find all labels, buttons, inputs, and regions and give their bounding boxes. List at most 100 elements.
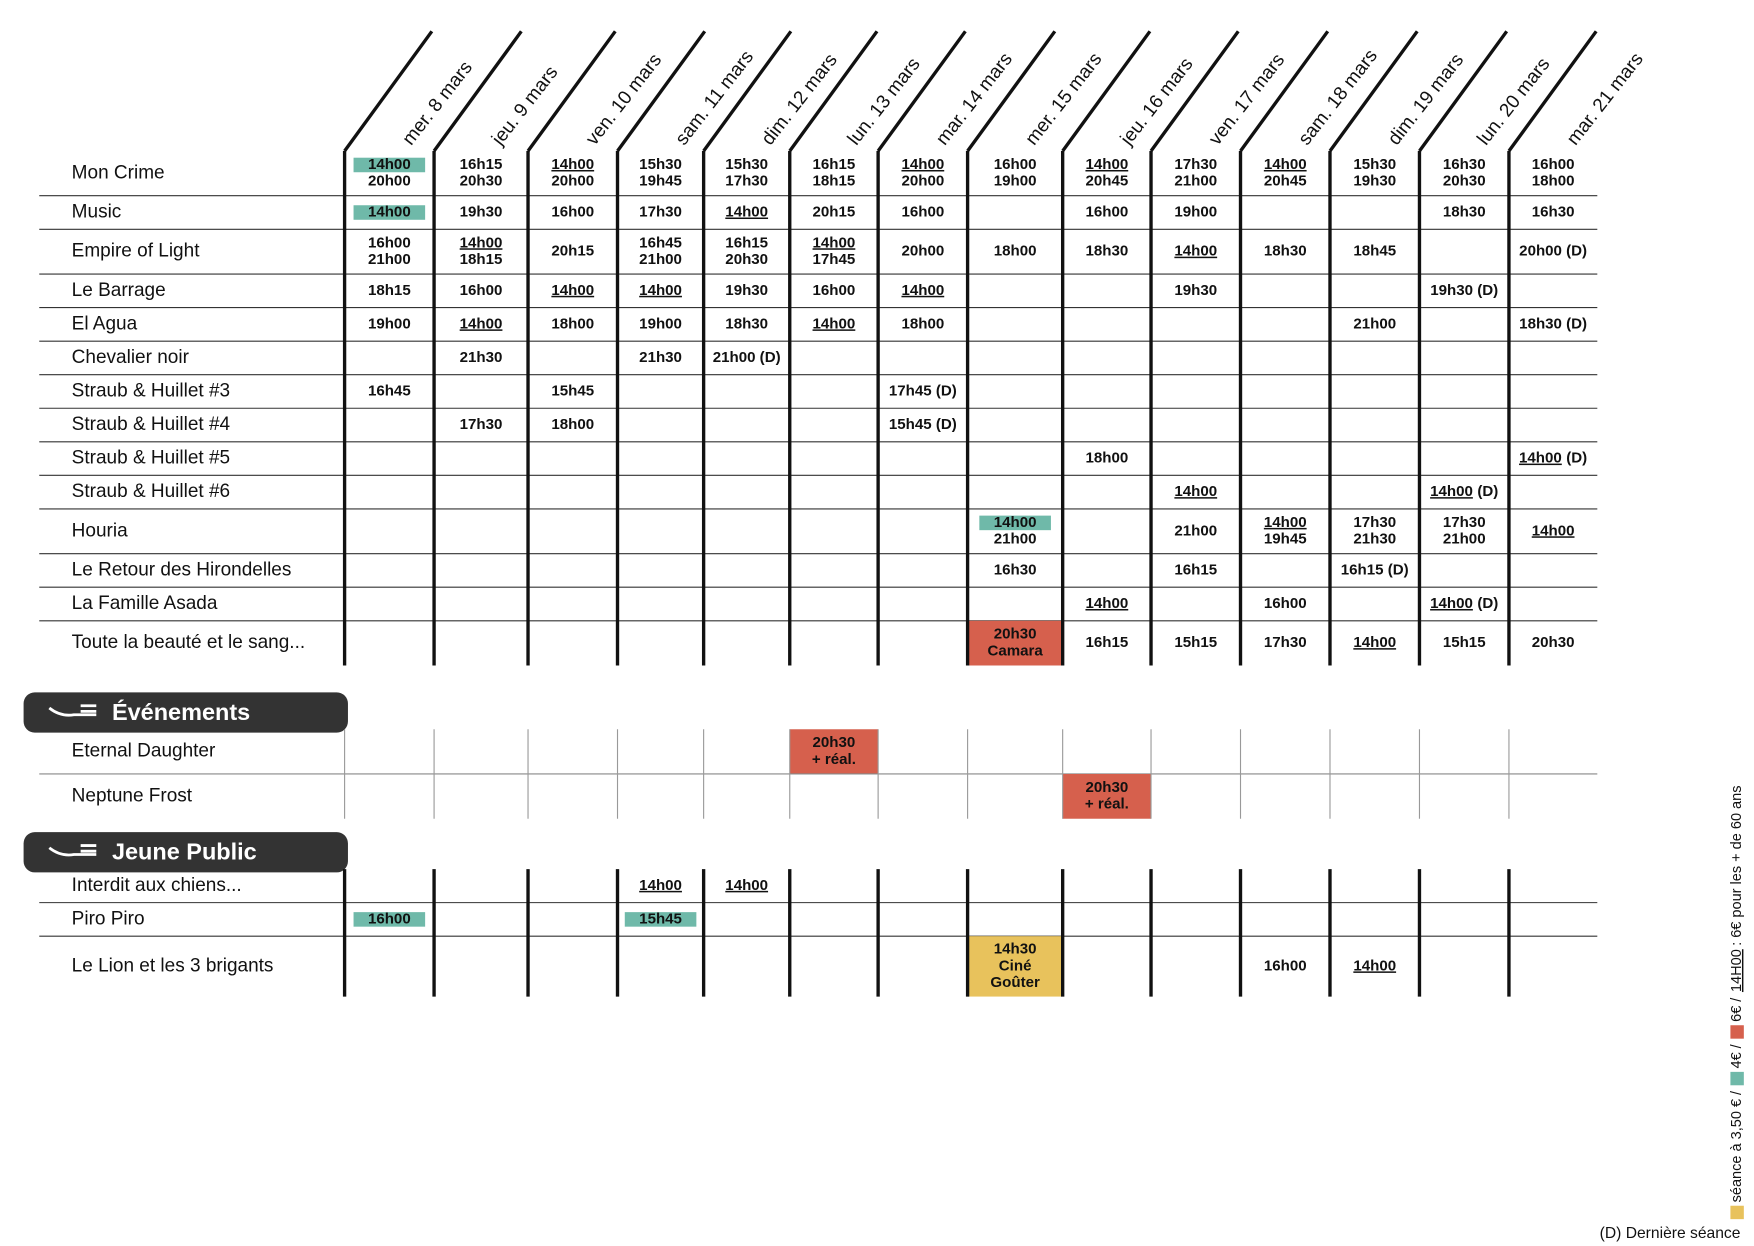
legend-text: 14H00 [1729, 949, 1745, 992]
time: 14h00 [813, 234, 856, 251]
showtime: 21h00 [1174, 522, 1217, 539]
header-diagonal [1507, 30, 1598, 152]
time: 14h00 [1174, 483, 1217, 500]
time: 14h00 [1430, 595, 1473, 612]
event-box [967, 936, 1063, 997]
showtime: 16h00 [1085, 203, 1128, 220]
showtime: 14h00 [901, 156, 944, 173]
showtime: 18h00 [1085, 450, 1128, 467]
legend-text: 4€ / [1729, 1043, 1745, 1068]
showtime: 17h30 [1174, 156, 1217, 173]
showtime: 14h00 [725, 203, 768, 220]
film-name: El Agua [72, 313, 138, 334]
showtime: 14h00 [813, 315, 856, 332]
header-diagonal [432, 30, 523, 152]
event-box [1062, 773, 1152, 819]
legend-text: 6€ / [1729, 997, 1745, 1022]
showtime: 14h00 [1085, 595, 1128, 612]
showtime: 16h00 [994, 156, 1037, 173]
header-diagonal [343, 30, 434, 152]
film-name: Straub & Huillet #6 [72, 481, 230, 502]
showtime: 14h00 (D) [1430, 483, 1498, 500]
time: 14h00 [901, 156, 944, 173]
time: 14h00 [901, 282, 944, 299]
day-label: jeu. 9 mars [487, 62, 562, 150]
showtime: 16h00 [368, 910, 411, 927]
section-icon [48, 844, 97, 857]
film-name: La Famille Asada [72, 593, 218, 614]
showtime: 19h00 [639, 315, 682, 332]
event-box [789, 729, 879, 774]
time: 14h00 [551, 156, 594, 173]
showtime: 18h30 [1264, 243, 1307, 260]
header-diagonal [1328, 30, 1419, 152]
showtime: 17h45 [813, 251, 856, 268]
showtime: 16h00 [460, 282, 503, 299]
showtime: 14h00 [901, 282, 944, 299]
showtime: 17h30 [1353, 514, 1396, 531]
event-text: 14h30 [994, 941, 1037, 958]
time: 14h00 [1353, 957, 1396, 974]
reduced-highlight [353, 157, 426, 173]
day-label: lun. 20 mars [1473, 54, 1554, 149]
showtime: 19h00 [1174, 203, 1217, 220]
showtime: 14h00 [639, 877, 682, 894]
film-name: Houria [72, 520, 128, 541]
event-text: + réal. [1085, 796, 1129, 813]
showtime: 21h00 (D) [713, 349, 781, 366]
header-diagonal [1149, 30, 1240, 152]
time: 14h00 [368, 156, 411, 173]
time: 14h00 [368, 203, 411, 220]
film-name: Interdit aux chiens... [72, 875, 242, 896]
header-diagonal [526, 30, 617, 152]
film-name: Eternal Daughter [72, 741, 216, 762]
showtime: 14h00 [1532, 522, 1575, 539]
event-text: Goûter [990, 974, 1040, 991]
time: 14h00 [1532, 522, 1575, 539]
showtime: 14h00 (D) [1430, 595, 1498, 612]
showtime: 16h15 (D) [1341, 561, 1409, 578]
showtime: 14h00 [368, 203, 411, 220]
showtime: 14h00 [813, 234, 856, 251]
film-name: Straub & Huillet #3 [72, 380, 230, 401]
showtime: 20h30 [1443, 173, 1486, 190]
time: 14h00 [1174, 243, 1217, 260]
note: (D) Dernière séance [1600, 1225, 1741, 1242]
showtime: 21h30 [1353, 531, 1396, 548]
film-name: Straub & Huillet #5 [72, 448, 230, 469]
film-name: Le Barrage [72, 280, 166, 301]
showtime: 16h15 [725, 234, 768, 251]
film-name: Empire of Light [72, 241, 201, 262]
section-title: Jeune Public [112, 839, 257, 865]
showtime: 15h30 [725, 156, 768, 173]
showtime: 14h00 [460, 315, 503, 332]
event-text: 20h30 [1085, 779, 1128, 796]
showtime: 18h30 [725, 315, 768, 332]
event-box [967, 620, 1063, 666]
showtime: 17h30 [639, 203, 682, 220]
header-diagonal [702, 30, 793, 152]
showtime: 14h00 (D) [1519, 450, 1587, 467]
showtime: 18h00 [1532, 173, 1575, 190]
last-flag: (D) [1477, 595, 1498, 612]
time: 14h00 [1085, 595, 1128, 612]
time: 14h00 [639, 282, 682, 299]
showtime: 15h15 [1443, 634, 1486, 651]
time: 14h00 [460, 315, 503, 332]
time: 15h45 [639, 910, 682, 927]
showtime: 14h00 [460, 234, 503, 251]
header-diagonal [616, 30, 707, 152]
time: 14h00 [460, 234, 503, 251]
showtime: 19h00 [368, 315, 411, 332]
film-name: Mon Crime [72, 162, 165, 183]
event-text: 20h30 [813, 734, 856, 751]
showtime: 21h00 [1443, 531, 1486, 548]
showtime: 18h30 [1085, 243, 1128, 260]
showtime: 16h00 [551, 203, 594, 220]
showtime: 17h45 (D) [889, 382, 957, 399]
showtime: 20h00 [551, 173, 594, 190]
showtime: 14h00 [994, 514, 1037, 531]
showtime: 15h45 [551, 382, 594, 399]
showtime: 20h15 [551, 243, 594, 260]
